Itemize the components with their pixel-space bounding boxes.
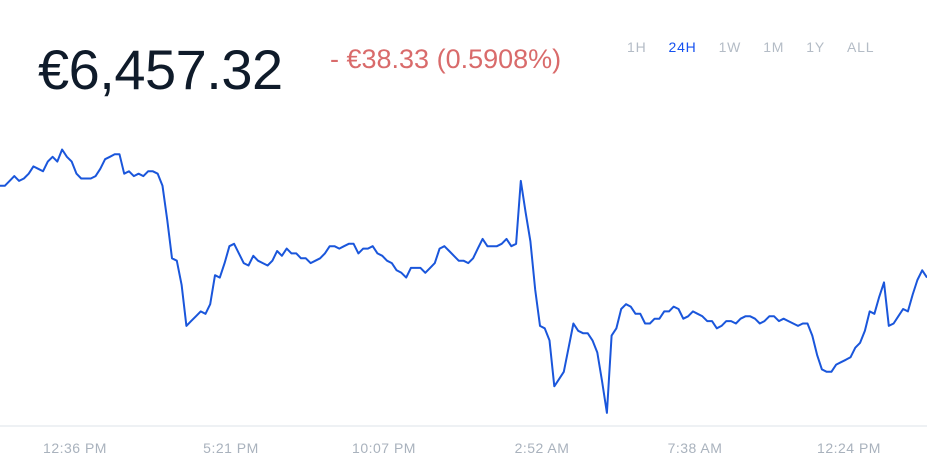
range-tab-1m[interactable]: 1M <box>763 39 785 55</box>
range-selector: 1H 24H 1W 1M 1Y ALL <box>627 39 896 55</box>
range-tab-24h[interactable]: 24H <box>668 39 697 55</box>
current-price: €6,457.32 <box>38 38 283 101</box>
x-tick-label: 7:38 AM <box>668 440 723 456</box>
x-tick-label: 2:52 AM <box>515 440 570 456</box>
range-tab-1h[interactable]: 1H <box>627 39 647 55</box>
range-tab-1w[interactable]: 1W <box>718 39 742 55</box>
x-tick-label: 10:07 PM <box>352 440 416 456</box>
x-tick-label: 12:24 PM <box>817 440 881 456</box>
range-tab-1y[interactable]: 1Y <box>806 39 825 55</box>
price-change: - €38.33 (0.5908%) <box>330 44 562 74</box>
x-tick-label: 12:36 PM <box>43 440 107 456</box>
range-tab-all[interactable]: ALL <box>847 39 875 55</box>
price-series-line <box>0 148 927 414</box>
x-tick-label: 5:21 PM <box>203 440 259 456</box>
